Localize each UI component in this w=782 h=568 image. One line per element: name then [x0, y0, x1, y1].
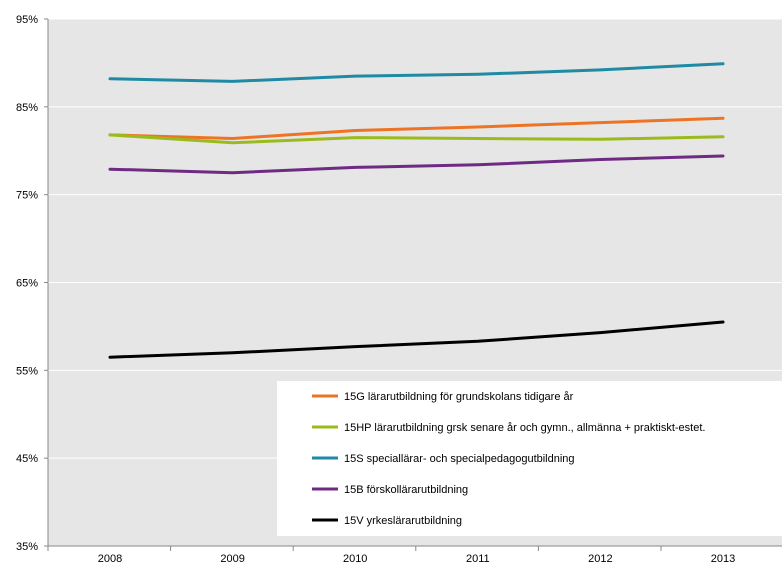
series-line — [108, 62, 725, 83]
series-line — [108, 320, 725, 359]
series-line — [108, 116, 725, 140]
legend-label: 15HP lärarutbildning grsk senare år och … — [344, 422, 705, 434]
x-tick-label: 2010 — [343, 553, 367, 565]
y-tick-label: 95% — [16, 14, 38, 26]
x-tick-label: 2012 — [588, 553, 612, 565]
gridlines — [48, 18, 782, 459]
legend-label: 15S speciallärar- och specialpedagogutbi… — [344, 453, 575, 465]
y-tick-label: 45% — [16, 453, 38, 465]
series-line — [108, 133, 725, 145]
y-tick-label: 75% — [16, 190, 38, 202]
y-tick-label: 65% — [16, 278, 38, 290]
legend: 15G lärarutbildning för grundskolans tid… — [277, 381, 782, 536]
x-tick-label: 2009 — [220, 553, 244, 565]
legend-label: 15V yrkeslärarutbildning — [344, 515, 462, 527]
y-tick-label: 35% — [16, 541, 38, 553]
y-tick-label: 55% — [16, 365, 38, 377]
series-line — [108, 154, 725, 175]
x-tick-label: 2013 — [711, 553, 735, 565]
x-tick-label: 2008 — [98, 553, 122, 565]
axes: 35% 45% 55% 65% 75% 85% 95% 2008 2009 2010 2011 201… — [16, 14, 782, 565]
y-tick-label: 85% — [16, 102, 38, 114]
legend-label: 15B förskollärarutbildning — [344, 484, 468, 496]
legend-label: 15G lärarutbildning för grundskolans tid… — [344, 391, 574, 403]
series-lines — [108, 62, 725, 359]
x-tick-label: 2011 — [466, 553, 490, 565]
legend-box — [277, 381, 782, 536]
